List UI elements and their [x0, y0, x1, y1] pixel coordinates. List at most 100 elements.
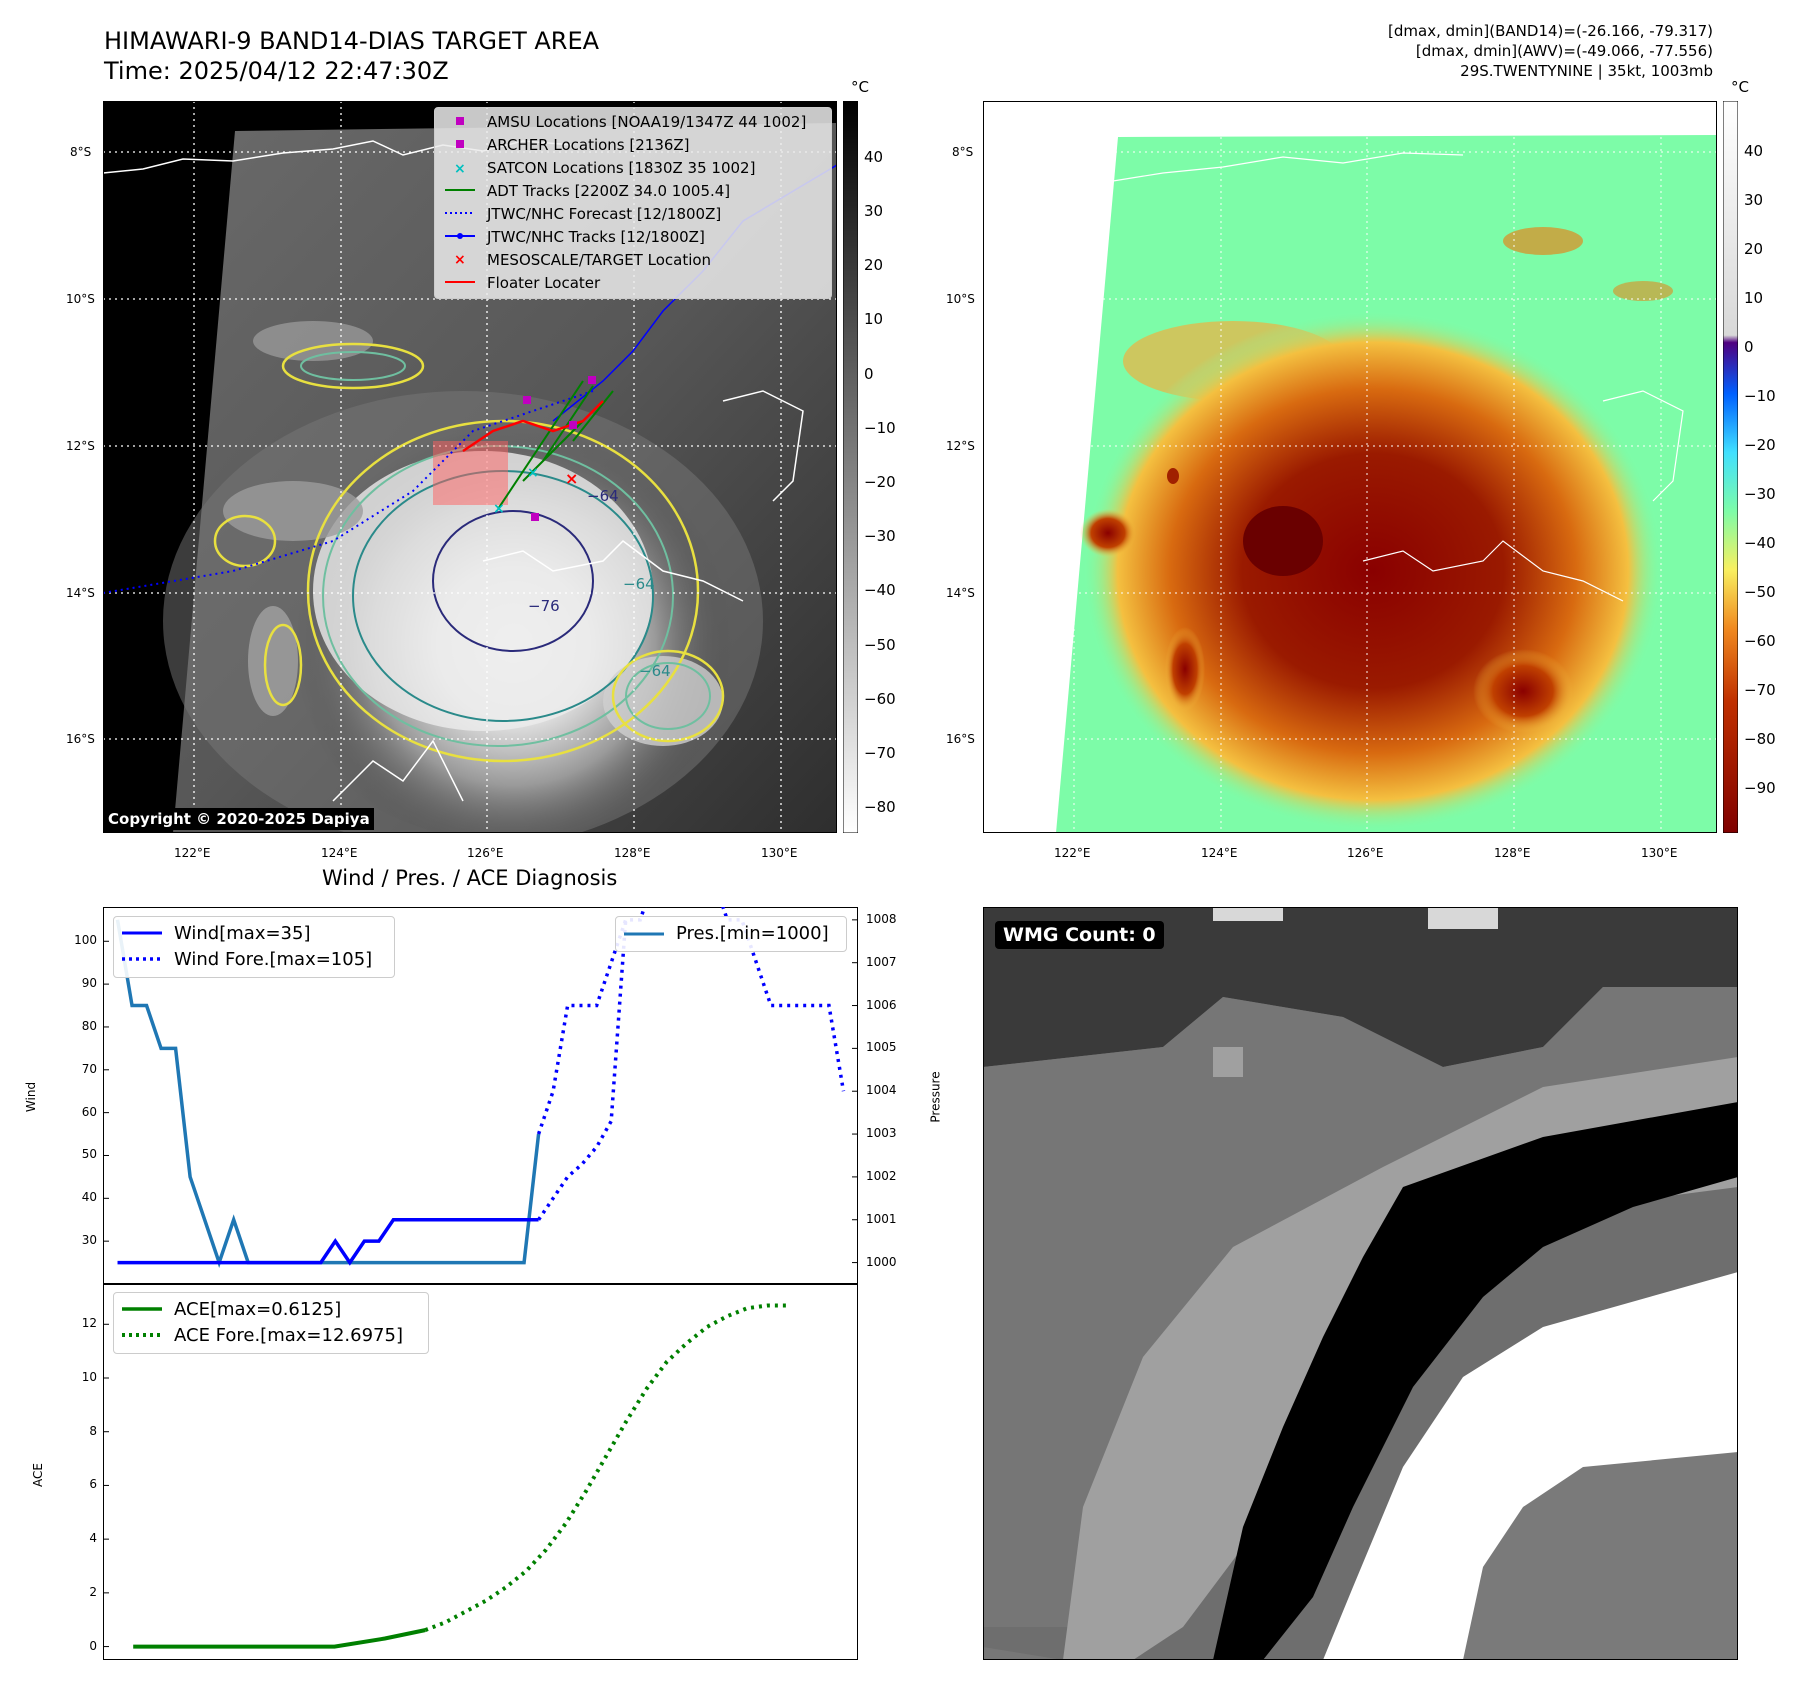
- lon-label: 124°E: [321, 846, 358, 860]
- awv-map: [983, 101, 1717, 833]
- colorbar-tick: −80: [864, 798, 896, 816]
- lon-label: 126°E: [1347, 846, 1384, 860]
- y-tick-label: 40: [81, 1190, 97, 1205]
- archer-marker-icon: [456, 140, 464, 148]
- lon-label: 122°E: [1054, 846, 1091, 860]
- legend-entry: Pres.[min=1000]: [676, 923, 829, 944]
- colorbar-tick: −60: [864, 690, 896, 708]
- wind-series-line: [117, 1217, 539, 1266]
- y-tick-right-label: 1004: [866, 1083, 897, 1098]
- legend-entry: JTWC/NHC Forecast [12/1800Z]: [487, 205, 722, 223]
- legend-entry: MESOSCALE/TARGET Location: [487, 251, 712, 269]
- lat-label: 12°S: [946, 439, 975, 453]
- svg-text:×: ×: [493, 501, 505, 517]
- colorbar-tick: −50: [864, 636, 896, 654]
- colorbar-tick: 20: [864, 256, 884, 274]
- info-line-2: [dmax, dmin](AWV)=(-49.066, -77.556): [1415, 42, 1713, 60]
- y-axis-label: Wind: [24, 1081, 39, 1113]
- wmg-count-badge: WMG Count: 0: [995, 921, 1164, 949]
- lat-label: 12°S: [66, 439, 95, 453]
- satcon-marker-icon: ×: [454, 161, 466, 177]
- y-tick-label: 60: [81, 1104, 97, 1119]
- legend-entry: ADT Tracks [2200Z 34.0 1005.4]: [487, 182, 731, 200]
- colorbar-tick: 30: [1744, 191, 1764, 209]
- y-tick-right-label: 1000: [866, 1254, 897, 1269]
- y-tick-right-label: 1002: [866, 1168, 897, 1183]
- y-tick-right-label: 1007: [866, 954, 897, 969]
- legend-entry: Wind Fore.[max=105]: [174, 949, 373, 970]
- pressure-series-line: [115, 919, 541, 1269]
- contour-label: −76: [528, 597, 560, 615]
- colorbar-tick: 0: [864, 365, 874, 383]
- y-tick-label: 6: [89, 1477, 97, 1492]
- y-tick-label: 100: [74, 933, 97, 948]
- y-tick-right-label: 1006: [866, 997, 897, 1012]
- y-tick-label: 8: [89, 1423, 97, 1438]
- figure-title: HIMAWARI-9 BAND14-DIAS TARGET AREA: [104, 27, 600, 55]
- y-tick-right-label: 1001: [866, 1211, 897, 1226]
- info-line-3: 29S.TWENTYNINE | 35kt, 1003mb: [1460, 62, 1713, 80]
- colorbar-tick: 20: [1744, 240, 1764, 258]
- colorbar-tick: −70: [1744, 681, 1776, 699]
- lon-label: 124°E: [1201, 846, 1238, 860]
- legend-entry: Wind[max=35]: [174, 923, 311, 944]
- pressure-forecast-line: [536, 907, 846, 1135]
- colorbar-tick: 30: [864, 202, 884, 220]
- y-tick-label: 50: [81, 1147, 97, 1162]
- y-axis-right-label: Pressure: [928, 1071, 943, 1123]
- lat-label: 16°S: [66, 732, 95, 746]
- wind-forecast-line: [537, 919, 628, 1221]
- contour-label: −64: [623, 575, 655, 593]
- lat-label: 10°S: [946, 292, 975, 306]
- lon-label: 126°E: [467, 846, 504, 860]
- legend-entry: ACE Fore.[max=12.6975]: [174, 1325, 403, 1346]
- pressure-legend: Pres.[min=1000]: [615, 916, 847, 952]
- colorbar-tick: −20: [864, 473, 896, 491]
- legend-entry: ACE[max=0.6125]: [174, 1299, 342, 1320]
- wind-legend: Wind[max=35] Wind Fore.[max=105]: [113, 916, 395, 978]
- diagnosis-title: Wind / Pres. / ACE Diagnosis: [322, 866, 618, 890]
- y-tick-label: 2: [89, 1584, 97, 1599]
- colorbar-tick: −80: [1744, 730, 1776, 748]
- lon-label: 130°E: [1641, 846, 1678, 860]
- lon-label: 122°E: [174, 846, 211, 860]
- contour-label: −64: [587, 487, 619, 505]
- colorbar-tick: 40: [1744, 142, 1764, 160]
- colorbar-tick: −90: [1744, 779, 1776, 797]
- lat-label: 8°S: [952, 145, 974, 159]
- ir-legend: × × AMSU Locations [NOAA19/1347Z 44 1002…: [434, 107, 832, 299]
- colorbar-tick: −30: [1744, 485, 1776, 503]
- figure-time: Time: 2025/04/12 22:47:30Z: [104, 57, 449, 85]
- y-tick-label: 10: [81, 1370, 97, 1384]
- colorbar-tick: −10: [864, 419, 896, 437]
- ir-colorbar-unit: °C: [851, 78, 869, 96]
- y-tick-right-label: 1008: [866, 911, 897, 926]
- legend-entry: JTWC/NHC Tracks [12/1800Z]: [487, 228, 705, 246]
- ace-series-line: [133, 1628, 426, 1649]
- y-tick-label: 90: [81, 976, 97, 991]
- colorbar-tick: −20: [1744, 436, 1776, 454]
- wmg-panel: [983, 907, 1738, 1660]
- lat-label: 14°S: [66, 586, 95, 600]
- copyright-label: Copyright © 2020-2025 Dapiya: [104, 808, 374, 830]
- colorbar-tick: −10: [1744, 387, 1776, 405]
- y-tick-right-label: 1005: [866, 1040, 897, 1055]
- colorbar-tick: −50: [1744, 583, 1776, 601]
- lat-label: 10°S: [66, 292, 95, 306]
- legend-entry: AMSU Locations [NOAA19/1347Z 44 1002]: [487, 113, 807, 131]
- svg-text:×: ×: [565, 469, 578, 488]
- y-tick-label: 70: [81, 1061, 97, 1076]
- colorbar-tick: 0: [1744, 338, 1754, 356]
- lat-label: 14°S: [946, 586, 975, 600]
- colorbar-tick: −40: [1744, 534, 1776, 552]
- colorbar-tick: −40: [864, 581, 896, 599]
- lat-label: 16°S: [946, 732, 975, 746]
- y-tick-label: 4: [89, 1531, 97, 1546]
- awv-colorbar: [1723, 101, 1738, 833]
- svg-text:×: ×: [527, 465, 539, 481]
- colorbar-tick: −30: [864, 527, 896, 545]
- lat-label: 8°S: [70, 145, 92, 159]
- y-tick-label: 12: [81, 1316, 97, 1331]
- colorbar-tick: 40: [864, 148, 884, 166]
- info-line-1: [dmax, dmin](BAND14)=(-26.166, -79.317): [1388, 22, 1713, 40]
